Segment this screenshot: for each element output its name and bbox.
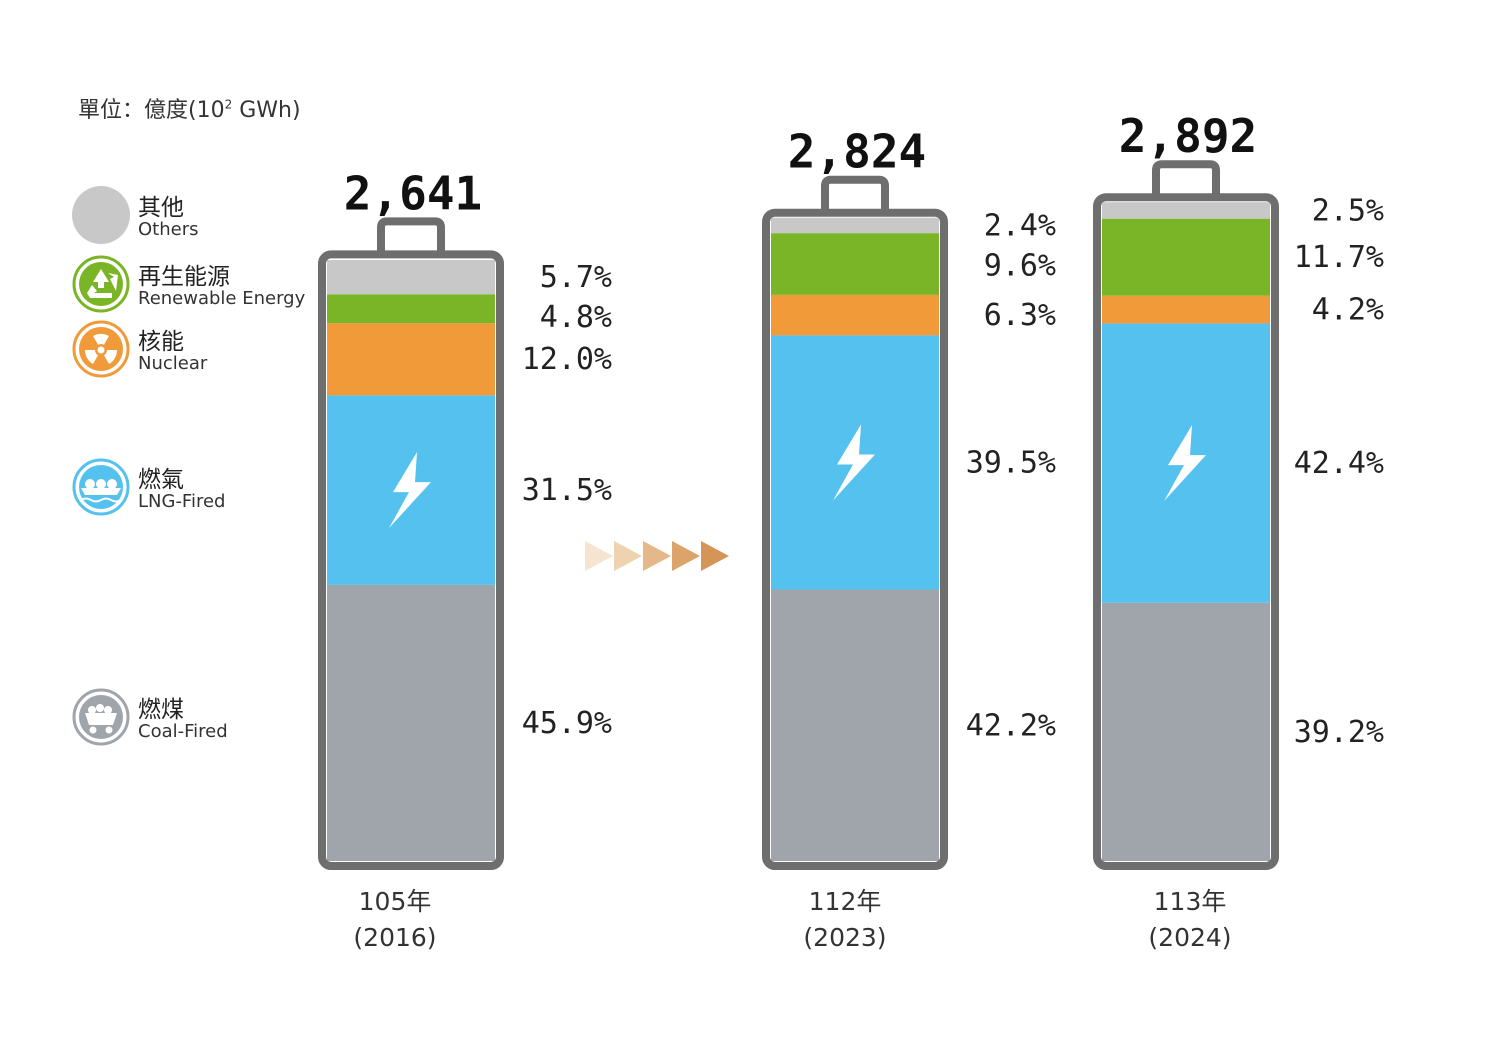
pct-label-renewable: 4.8% [540, 300, 612, 335]
coal-cart-icon [72, 688, 130, 746]
legend-zh-coal: 燃煤 [138, 697, 184, 723]
pct-label-coal: 39.2% [1294, 715, 1384, 750]
segment-others [327, 259, 495, 295]
total-label: 2,641 [344, 166, 482, 220]
lightning-bolt-icon [833, 424, 875, 501]
segment-others [1102, 202, 1270, 219]
segment-nuclear [1102, 295, 1270, 324]
arrow-icon [643, 541, 671, 571]
segment-coal [771, 589, 939, 861]
legend-en-renewable: Renewable Energy [138, 288, 306, 309]
pct-label-others: 2.4% [984, 208, 1056, 243]
year-label: 113年 [1154, 887, 1227, 916]
pct-label-nuclear: 4.2% [1312, 293, 1384, 328]
arrow-icon [701, 541, 729, 571]
pct-label-nuclear: 6.3% [984, 298, 1056, 333]
radiation-icon [72, 320, 130, 378]
battery-bar-2023: 2,824 2.4% 9.6% 6.3% 39.5% 42.2% 112年 (2023) [762, 125, 1056, 952]
pct-label-renewable: 9.6% [984, 248, 1056, 283]
total-label: 2,892 [1119, 109, 1257, 163]
battery-terminal [377, 217, 445, 252]
battery-bar-2024: 2,892 2.5% 11.7% 4.2% 42.4% 39.2% 113年 (2024) [1093, 109, 1384, 952]
battery-frame [318, 250, 504, 871]
year-ad-label: (2023) [803, 923, 886, 952]
battery-terminal [1152, 160, 1220, 195]
recycle-icon [72, 255, 130, 313]
legend-zh-lng: 燃氣 [138, 467, 184, 493]
pct-label-others: 2.5% [1312, 193, 1384, 228]
battery-frame [762, 208, 948, 870]
pct-label-others: 5.7% [540, 260, 612, 295]
battery-bar-2016: 2,641 5.7% 4.8% 12.0% 31.5% 45.9% 105年 (2016) [318, 166, 612, 952]
total-label: 2,824 [788, 125, 926, 179]
segment-nuclear [327, 323, 495, 396]
pct-label-nuclear: 12.0% [522, 342, 612, 377]
legend-en-lng: LNG-Fired [138, 491, 226, 512]
arrow-icon [614, 541, 642, 571]
pct-label-coal: 45.9% [522, 706, 612, 741]
arrow-icon [585, 541, 613, 571]
legend-zh-others: 其他 [138, 195, 184, 221]
segment-coal [1102, 602, 1270, 861]
year-ad-label: (2016) [353, 923, 436, 952]
segment-coal [327, 584, 495, 861]
arrow-icon [672, 541, 700, 571]
legend-zh-renewable: 再生能源 [138, 264, 230, 290]
segment-renewable [1102, 218, 1270, 296]
legend-en-nuclear: Nuclear [138, 353, 208, 374]
segment-renewable [327, 294, 495, 324]
progress-arrows [585, 541, 729, 571]
pct-label-lng: 42.4% [1294, 446, 1384, 481]
lng-tanker-icon [72, 458, 130, 516]
legend-en-coal: Coal-Fired [138, 721, 228, 742]
pct-label-lng: 39.5% [966, 445, 1056, 480]
segment-others [771, 217, 939, 234]
others-icon [72, 186, 130, 244]
legend-en-others: Others [138, 219, 199, 240]
lightning-bolt-icon [389, 452, 431, 529]
unit-label: 單位：億度(102 GWh) [78, 97, 301, 123]
battery-frame [1093, 193, 1279, 870]
year-ad-label: (2024) [1148, 923, 1231, 952]
year-label: 105年 [359, 887, 432, 916]
battery-terminal [821, 175, 889, 210]
pct-label-coal: 42.2% [966, 708, 1056, 743]
segment-nuclear [771, 294, 939, 336]
legend-zh-nuclear: 核能 [138, 329, 184, 355]
lightning-bolt-icon [1164, 425, 1206, 502]
pct-label-renewable: 11.7% [1294, 240, 1384, 275]
segment-renewable [771, 233, 939, 295]
pct-label-lng: 31.5% [522, 473, 612, 508]
year-label: 112年 [809, 887, 882, 916]
